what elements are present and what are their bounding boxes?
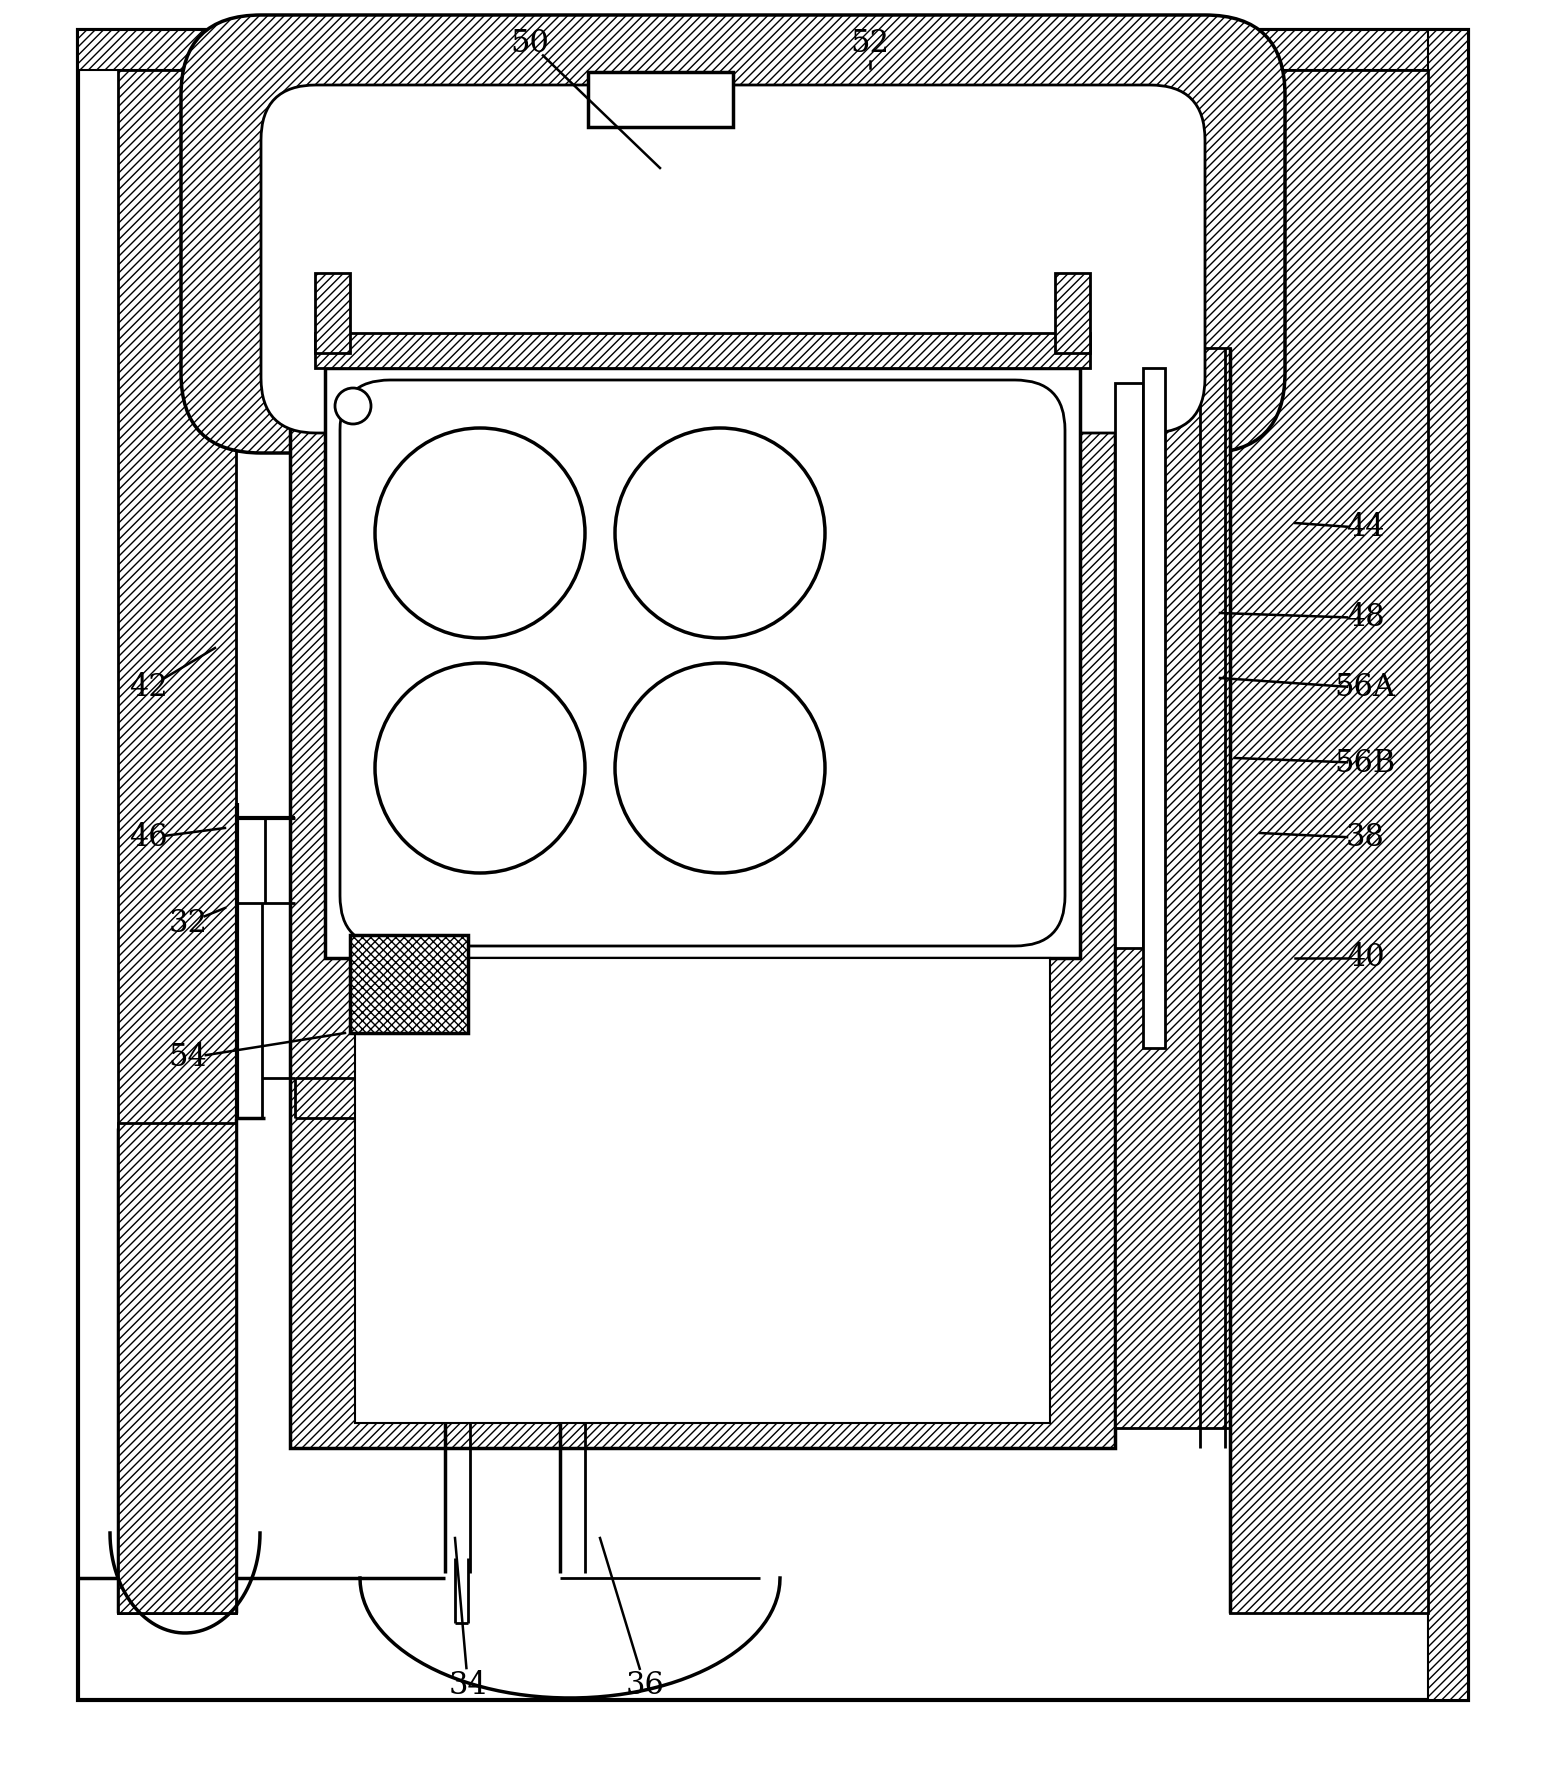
Text: 48: 48: [1345, 603, 1384, 633]
Bar: [587, 71, 733, 126]
Text: 56B: 56B: [1334, 747, 1396, 779]
Text: 46: 46: [128, 823, 167, 853]
Bar: [1429, 30, 1469, 1700]
FancyBboxPatch shape: [181, 14, 1285, 453]
Text: 56A: 56A: [1334, 672, 1396, 704]
FancyBboxPatch shape: [261, 85, 1204, 434]
Text: 44: 44: [1345, 512, 1384, 544]
Text: 50: 50: [510, 27, 549, 59]
Text: 36: 36: [626, 1671, 665, 1702]
Circle shape: [615, 428, 826, 638]
Circle shape: [335, 388, 371, 423]
Circle shape: [615, 663, 826, 873]
Bar: [301, 124, 1166, 398]
Bar: [1115, 382, 1142, 948]
Circle shape: [376, 428, 584, 638]
Bar: [77, 30, 1469, 69]
Bar: [356, 958, 1050, 1422]
Text: 38: 38: [1345, 823, 1384, 853]
Bar: [291, 348, 1115, 1447]
Bar: [315, 274, 349, 354]
Circle shape: [376, 663, 584, 873]
Text: 52: 52: [850, 27, 889, 59]
Bar: [1231, 69, 1429, 1613]
Text: 34: 34: [448, 1671, 487, 1702]
Bar: [1142, 368, 1166, 1047]
Bar: [77, 30, 1469, 1700]
Bar: [315, 332, 1090, 368]
Bar: [117, 1124, 237, 1613]
Text: 54: 54: [169, 1042, 207, 1074]
Text: 40: 40: [1345, 942, 1384, 974]
Bar: [325, 368, 1081, 958]
Bar: [349, 935, 468, 1033]
Bar: [117, 69, 237, 1613]
Bar: [1054, 274, 1090, 354]
Text: 32: 32: [169, 907, 207, 939]
Text: 42: 42: [128, 672, 167, 704]
Bar: [1115, 348, 1231, 1428]
